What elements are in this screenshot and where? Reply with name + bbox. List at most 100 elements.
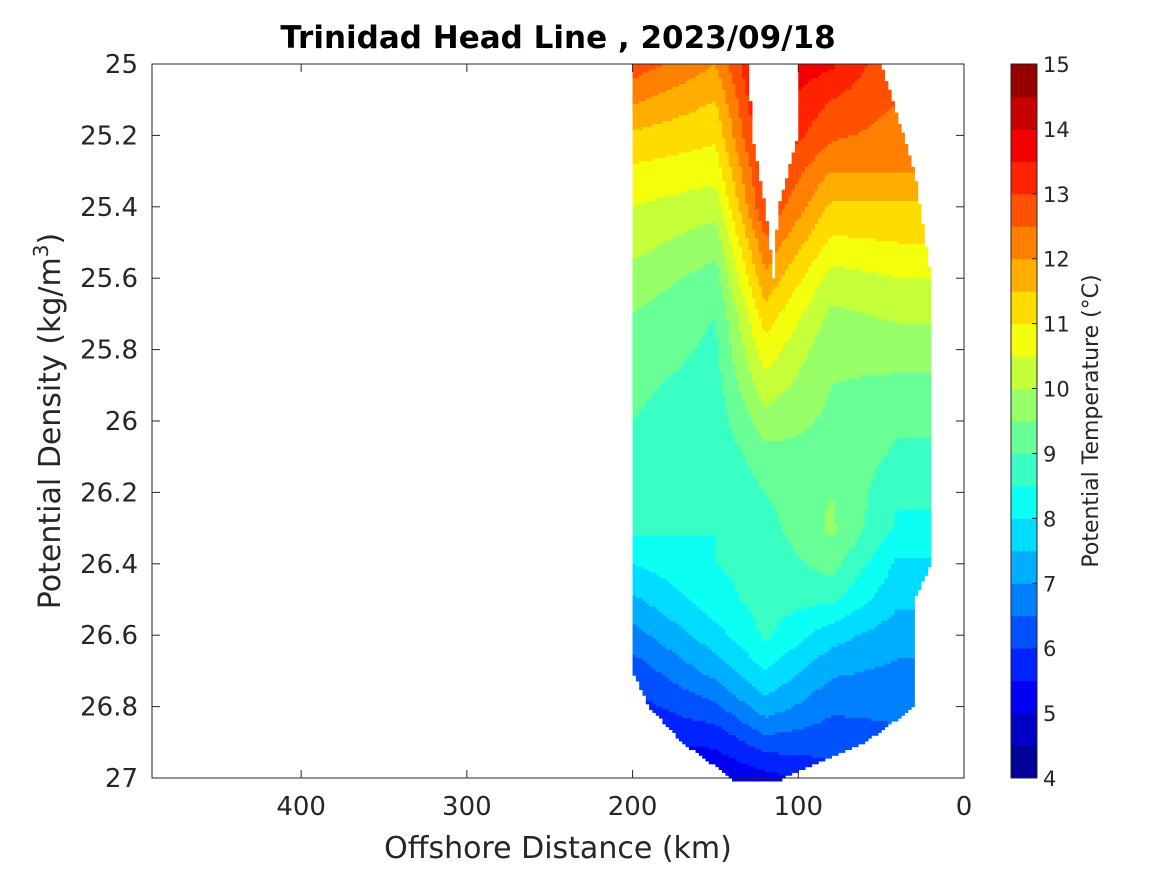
contour-cell	[867, 86, 872, 91]
contour-cell	[708, 163, 713, 168]
contour-cell	[818, 121, 823, 125]
contour-cell	[635, 175, 640, 179]
contour-cell	[848, 75, 852, 79]
contour-cell	[728, 138, 733, 142]
contour-cell	[688, 95, 693, 99]
contour-cell	[692, 169, 697, 174]
contour-cell	[698, 166, 703, 171]
contour-cell	[808, 121, 813, 125]
contour-cell	[854, 141, 859, 145]
contour-cell	[814, 101, 819, 105]
contour-cell	[702, 98, 707, 102]
contour-cell	[738, 112, 743, 117]
contour-cell	[642, 169, 647, 174]
contour-cell	[798, 141, 803, 145]
contour-cell	[632, 158, 637, 162]
contour-cell	[881, 138, 886, 142]
contour-cell	[682, 123, 687, 128]
contour-cell	[801, 101, 806, 105]
contour-cell	[685, 118, 690, 122]
contour-cell	[821, 175, 826, 179]
contour-cell	[642, 112, 647, 117]
contour-cell	[725, 95, 730, 99]
contour-cell	[725, 98, 730, 102]
contour-cell	[745, 155, 750, 159]
contour-cell	[848, 72, 852, 77]
contour-cell	[659, 83, 663, 88]
contour-cell	[718, 92, 723, 97]
contour-cell	[665, 169, 670, 174]
contour-cell	[678, 69, 683, 74]
contour-cell	[735, 175, 740, 179]
contour-cell	[804, 146, 809, 151]
contour-cell	[718, 149, 723, 154]
contour-cell	[728, 109, 733, 114]
contour-cell	[877, 141, 882, 145]
contour-cell	[655, 123, 660, 128]
contour-cell	[824, 129, 829, 134]
contour-cell	[877, 109, 882, 114]
contour-cell	[831, 146, 836, 151]
contour-cell	[745, 135, 750, 139]
contour-cell	[652, 101, 657, 105]
contour-cell	[841, 161, 846, 165]
contour-cell	[834, 118, 839, 122]
contour-cell	[741, 89, 746, 94]
contour-cell	[685, 143, 690, 148]
contour-cell	[804, 123, 809, 128]
contour-cell	[708, 135, 713, 139]
contour-cell	[814, 143, 819, 148]
contour-cell	[698, 138, 703, 142]
contour-cell	[854, 143, 859, 148]
contour-cell	[838, 101, 842, 105]
contour-cell	[732, 103, 736, 108]
contour-cell	[801, 78, 806, 82]
contour-cell	[685, 166, 690, 171]
contour-cell	[877, 101, 882, 105]
contour-cell	[705, 175, 710, 179]
contour-cell	[801, 141, 806, 145]
contour-cell	[811, 158, 816, 162]
contour-cell	[841, 152, 846, 156]
contour-cell	[712, 129, 717, 134]
contour-cell	[722, 72, 726, 77]
contour-cell	[659, 75, 663, 79]
contour-cell	[735, 172, 740, 176]
contour-cell	[688, 158, 693, 162]
contour-cell	[808, 72, 813, 77]
contour-cell	[682, 64, 687, 68]
contour-cell	[738, 69, 743, 74]
contour-cell	[864, 155, 869, 159]
contour-cell	[881, 158, 886, 162]
contour-cell	[639, 86, 644, 91]
contour-cell	[732, 175, 736, 179]
contour-cell	[669, 146, 673, 151]
contour-cell	[642, 103, 647, 108]
contour-cell	[851, 152, 856, 156]
contour-cell	[645, 72, 650, 77]
contour-cell	[682, 101, 687, 105]
contour-cell	[682, 69, 687, 74]
contour-cell	[891, 163, 895, 168]
contour-cell	[741, 126, 746, 131]
contour-cell	[632, 175, 637, 179]
contour-cell	[669, 98, 673, 102]
contour-cell	[695, 69, 700, 74]
contour-cell	[718, 109, 723, 114]
contour-cell	[884, 129, 889, 134]
contour-cell	[804, 161, 809, 165]
contour-cell	[821, 95, 826, 99]
contour-cell	[718, 141, 723, 145]
contour-cell	[831, 123, 836, 128]
contour-cell	[662, 83, 667, 88]
contour-cell	[828, 103, 833, 108]
contour-cell	[887, 163, 892, 168]
contour-cell	[851, 118, 856, 122]
contour-cell	[735, 98, 740, 102]
contour-cell	[662, 123, 667, 128]
contour-cell	[867, 155, 872, 159]
contour-cell	[705, 106, 710, 111]
contour-cell	[801, 89, 806, 94]
contour-cell	[665, 112, 670, 117]
contour-cell	[871, 172, 876, 176]
